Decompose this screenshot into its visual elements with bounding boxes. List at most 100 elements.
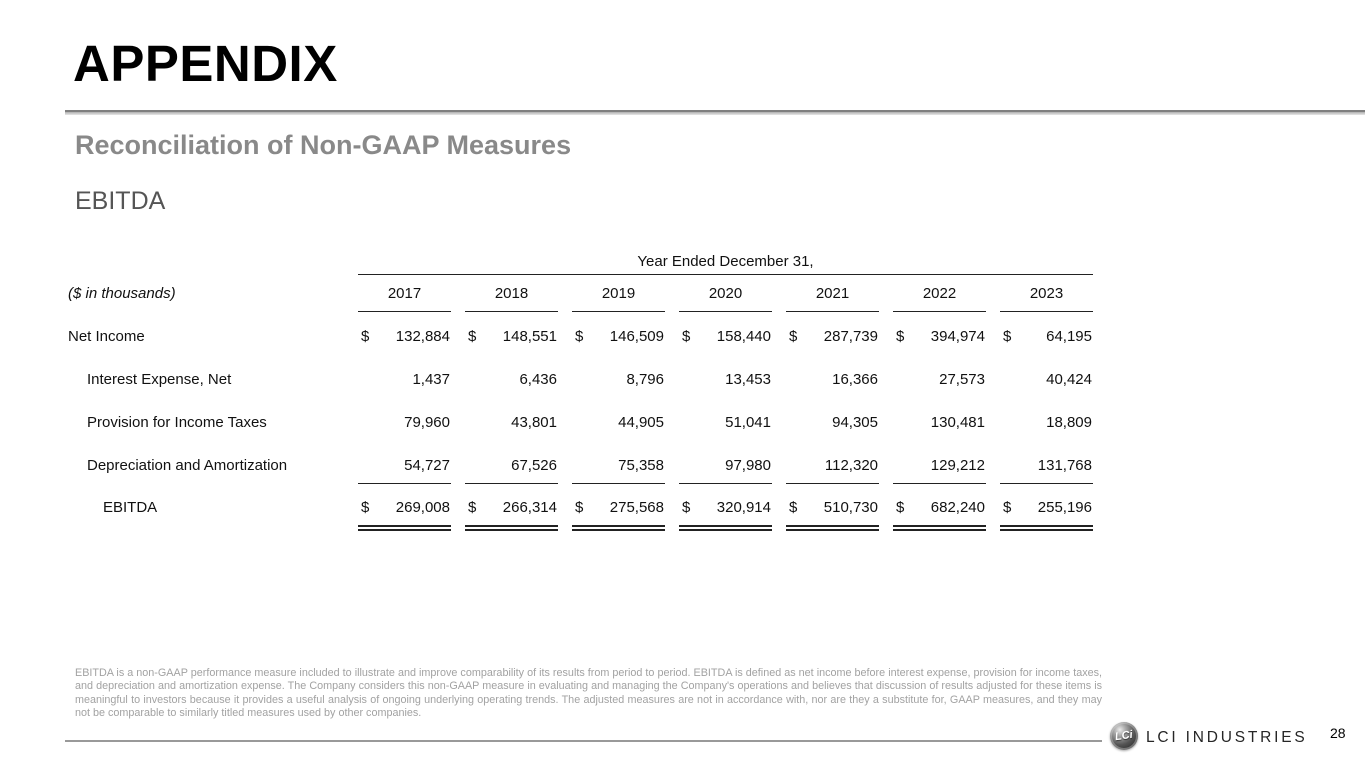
year-column-header: 2020 [708,285,743,302]
table-cell: $146,509 [572,328,665,345]
table-span-header: Year Ended December 31, [637,253,814,270]
cell-value: 43,801 [511,414,557,431]
table-cell: $269,008 [358,499,451,516]
cell-value: 51,041 [725,414,771,431]
table-cell: 129,212 [893,457,986,474]
table-cell: 6,436 [465,371,558,388]
title-divider [65,110,1365,115]
year-underline-rules [358,311,1093,312]
row-label: Interest Expense, Net [87,371,232,388]
footnote-text: EBITDA is a non-GAAP performance measure… [75,667,1102,719]
cell-value: 158,440 [716,328,771,345]
cell-value: 1,437 [412,371,450,388]
table-cell: 27,573 [893,371,986,388]
row-label: Provision for Income Taxes [87,414,267,431]
table-cell: $255,196 [1000,499,1093,516]
double-underline-rules [358,525,1093,531]
dollar-sign: $ [789,499,798,516]
table-cell: 130,481 [893,414,986,431]
cell-value: 13,453 [725,371,771,388]
page-title: APPENDIX [73,35,338,92]
dollar-sign: $ [361,499,370,516]
table-cell: $320,914 [679,499,772,516]
table-row-depreciation-amortization: Depreciation and Amortization 54,727 67,… [68,457,1093,474]
cell-value: 129,212 [930,457,985,474]
total-rules [358,483,1093,484]
dollar-sign: $ [682,499,691,516]
cell-value: 394,974 [930,328,985,345]
cell-value: 40,424 [1046,371,1092,388]
cell-value: 510,730 [823,499,878,516]
dollar-sign: $ [1003,328,1012,345]
cell-value: 112,320 [824,457,878,474]
table-cell: $64,195 [1000,328,1093,345]
cell-value: 18,809 [1046,414,1092,431]
cell-value: 67,526 [511,457,557,474]
cell-value: 275,568 [609,499,664,516]
table-cell: 94,305 [786,414,879,431]
table-cell: 54,727 [358,457,451,474]
table-cell: 16,366 [786,371,879,388]
dollar-sign: $ [789,328,798,345]
table-cell: $148,551 [465,328,558,345]
table-cell: $275,568 [572,499,665,516]
year-header-row: ($ in thousands) 2017 2018 2019 2020 202… [68,285,1093,302]
table-cell: 51,041 [679,414,772,431]
table-row-income-taxes: Provision for Income Taxes 79,960 43,801… [68,414,1093,431]
section-heading: Reconciliation of Non-GAAP Measures [75,130,572,160]
table-cell: 8,796 [572,371,665,388]
cell-value: 132,884 [395,328,450,345]
units-label: ($ in thousands) [68,285,176,302]
lci-logo-icon: LCi [1110,722,1138,750]
cell-value: 255,196 [1037,499,1092,516]
table-cell: 40,424 [1000,371,1093,388]
row-label: EBITDA [103,499,158,516]
table-cell: 1,437 [358,371,451,388]
span-header-rule [358,274,1093,275]
table-row-interest-expense: Interest Expense, Net 1,437 6,436 8,796 … [68,371,1093,388]
subheading-ebitda: EBITDA [75,187,166,215]
cell-value: 130,481 [930,414,985,431]
table-cell: $287,739 [786,328,879,345]
year-column-header: 2023 [1029,285,1064,302]
cell-value: 266,314 [502,499,557,516]
dollar-sign: $ [896,499,905,516]
cell-value: 682,240 [930,499,985,516]
cell-value: 146,509 [609,328,664,345]
table-cell: 79,960 [358,414,451,431]
table-cell: 112,320 [786,457,879,474]
table-cell: 13,453 [679,371,772,388]
cell-value: 79,960 [404,414,450,431]
table-cell: $158,440 [679,328,772,345]
footer-divider [65,740,1102,742]
dollar-sign: $ [1003,499,1012,516]
cell-value: 94,305 [832,414,878,431]
cell-value: 75,358 [618,457,664,474]
table-cell: 44,905 [572,414,665,431]
cell-value: 287,739 [823,328,878,345]
table-cell: 18,809 [1000,414,1093,431]
ebitda-reconciliation-table: Year Ended December 31, ($ in thousands)… [68,253,1093,543]
table-cell: $266,314 [465,499,558,516]
table-cell: $510,730 [786,499,879,516]
dollar-sign: $ [575,499,584,516]
table-cell: 43,801 [465,414,558,431]
cell-value: 8,796 [626,371,664,388]
company-name: LCI INDUSTRIES [1146,729,1308,746]
cell-value: 97,980 [725,457,771,474]
dollar-sign: $ [682,328,691,345]
dollar-sign: $ [575,328,584,345]
table-cell: $682,240 [893,499,986,516]
year-column-header: 2019 [601,285,636,302]
row-label: Depreciation and Amortization [87,457,288,474]
table-cell: 67,526 [465,457,558,474]
cell-value: 6,436 [519,371,557,388]
dollar-sign: $ [896,328,905,345]
table-row-ebitda-total: EBITDA $269,008 $266,314 $275,568 $320,9… [68,499,1093,516]
cell-value: 269,008 [395,499,450,516]
table-cell: 131,768 [1000,457,1093,474]
year-column-header: 2022 [922,285,957,302]
table-cell: 97,980 [679,457,772,474]
cell-value: 44,905 [618,414,664,431]
